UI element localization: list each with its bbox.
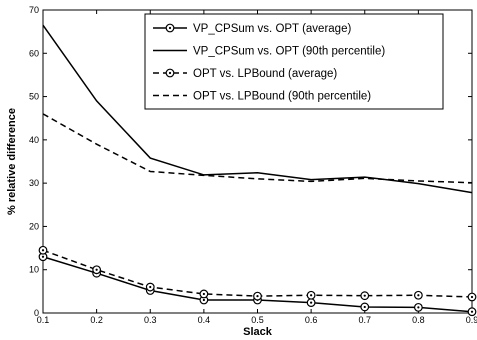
y-tick-label: 0 (34, 308, 39, 318)
y-axis-ticks: 0 10 20 30 40 50 60 70 (29, 5, 472, 318)
series-2-point-dot (202, 292, 205, 296)
x-tick-label: 0.5 (251, 315, 264, 325)
y-tick-label: 70 (29, 5, 39, 15)
legend-label-0: VP_CPSum vs. OPT (average) (193, 23, 351, 35)
legend-label-3: OPT vs. LPBound (90th percentile) (193, 91, 371, 103)
y-tick-label: 20 (29, 221, 39, 231)
x-tick-label: 0.9 (466, 315, 477, 325)
plot-area: 0.1 0.2 0.3 0.4 0.5 0.6 0.7 0.8 0.9 0 10 20 30 40 50 6… (29, 5, 477, 325)
legend: VP_CPSum vs. OPT (average) VP_CPSum vs. O… (144, 13, 444, 110)
y-tick-label: 10 (29, 265, 39, 275)
y-tick-label: 30 (29, 178, 39, 188)
legend-label-2: OPT vs. LPBound (average) (193, 68, 337, 80)
series-layer (38, 24, 477, 317)
series-2-point-dot (417, 294, 420, 297)
series-line-2 (42, 249, 473, 298)
x-axis-ticks: 0.1 0.2 0.3 0.4 0.5 0.6 0.7 0.8 0.9 (37, 10, 477, 325)
legend-box (144, 13, 444, 110)
x-tick-label: 0.8 (412, 315, 425, 325)
x-tick-label: 0.4 (198, 315, 211, 325)
legend-label-1: VP_CPSum vs. OPT (90th percentile) (193, 46, 385, 58)
series-2-point-dot (95, 268, 98, 271)
y-tick-label: 50 (29, 92, 39, 102)
y-tick-label: 40 (29, 135, 39, 145)
series-line-1 (42, 24, 473, 194)
series-2-point-dot (41, 249, 45, 252)
series-2-point-dot (310, 294, 313, 297)
y-tick-label: 60 (29, 48, 39, 58)
series-0-point-dot (363, 305, 366, 309)
series-line-3 (42, 113, 473, 184)
series-2-point-dot (470, 295, 474, 299)
x-tick-label: 0.2 (90, 315, 103, 325)
x-tick-label: 0.1 (37, 315, 50, 325)
series-2-point-dot (149, 285, 152, 289)
series-2-point-dot (256, 295, 259, 298)
x-tick-label: 0.7 (358, 315, 371, 325)
series-2-point-dot (363, 294, 366, 297)
legend-marker-dot-0 (168, 26, 172, 30)
legend-marker-dot-2 (168, 71, 172, 75)
series-0-point-dot (470, 310, 474, 313)
x-tick-label: 0.6 (305, 315, 318, 325)
series-0-point-dot (417, 306, 420, 309)
series-0-point-dot (41, 255, 45, 258)
series-0-point-dot (310, 301, 313, 304)
series-0-point-dot (202, 298, 205, 302)
x-tick-label: 0.3 (144, 315, 157, 325)
y-axis-label: % relative difference (6, 108, 18, 215)
x-axis-label: Slack (243, 326, 273, 338)
